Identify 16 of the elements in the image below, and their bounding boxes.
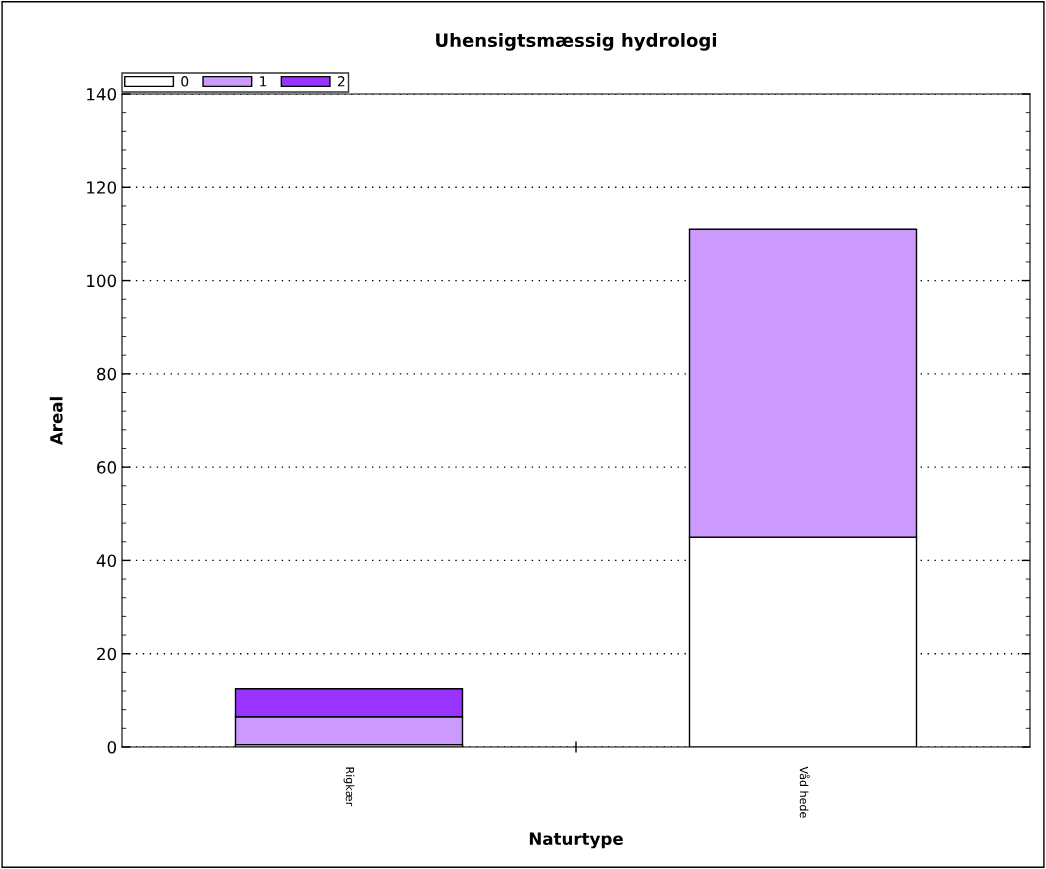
x-tick-label: Våd hede — [799, 766, 810, 818]
y-tick-label: 120 — [87, 181, 117, 194]
x-axis-title: Naturtype — [529, 832, 623, 849]
y-tick-label: 40 — [96, 554, 117, 567]
legend-label: 2 — [337, 76, 345, 87]
y-tick-label: 0 — [107, 740, 117, 754]
chart-title: Uhensigtsmæssig hydrologi — [436, 33, 717, 51]
y-tick-label: 60 — [97, 461, 117, 474]
legend-label: 0 — [181, 76, 189, 87]
y-tick-label: 80 — [97, 367, 117, 381]
x-tick-label: Rigkær — [343, 767, 355, 807]
y-tick-label: 20 — [97, 647, 117, 661]
legend-label: 1 — [260, 76, 267, 87]
y-axis-title: Areal — [49, 397, 63, 446]
y-tick-label: 100 — [87, 274, 117, 288]
y-tick-label: 140 — [87, 87, 117, 101]
